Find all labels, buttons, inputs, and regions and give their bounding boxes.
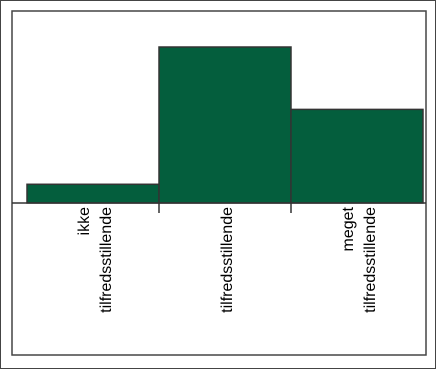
plot-area-frame (11, 10, 427, 356)
bar-2 (158, 46, 292, 204)
bar-3 (290, 108, 424, 204)
x-tick-label-3-line-1: meget (340, 206, 357, 251)
x-tick-label-2-line-1: tilfredsstillende (219, 207, 236, 313)
x-tick-label-1-line-1: ikke (76, 207, 93, 236)
x-ticks (158, 203, 292, 213)
x-tick-label-1-line-2: tilfredsstillende (98, 207, 115, 313)
x-tick-label-3-line-2: tilfredsstillende (362, 207, 379, 313)
bar-1 (26, 183, 160, 204)
x-tick-labels: ikke tilfredsstillende tilfredsstillende me… (76, 206, 379, 312)
bars (26, 46, 424, 204)
